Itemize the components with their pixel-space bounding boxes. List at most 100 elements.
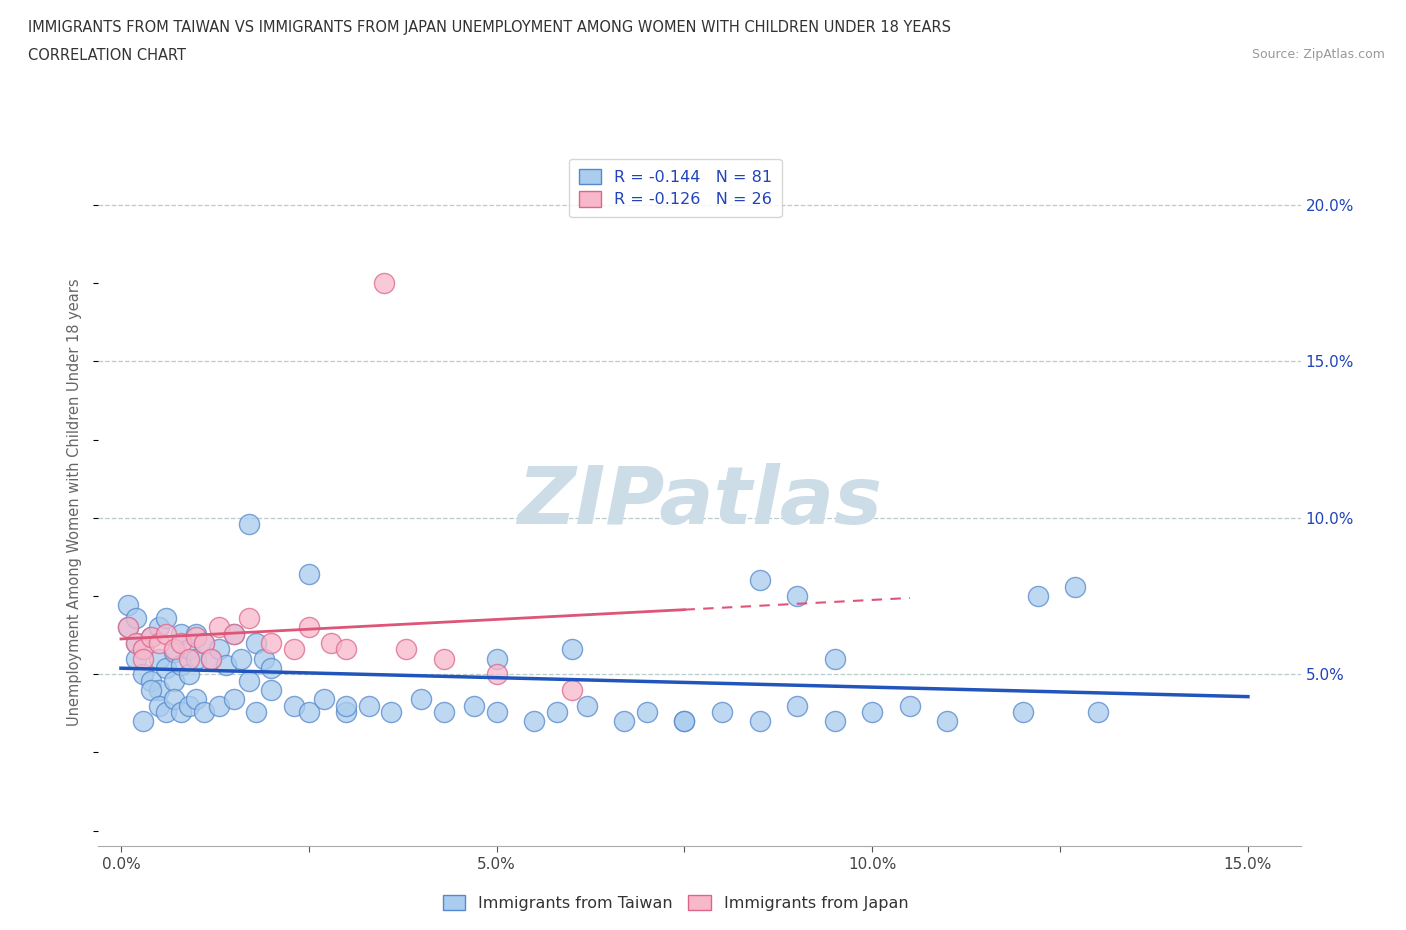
Point — [200, 651, 222, 666]
Point — [184, 626, 207, 641]
Point — [132, 651, 155, 666]
Point — [298, 704, 321, 719]
Point — [238, 673, 260, 688]
Point — [200, 651, 222, 666]
Legend: Immigrants from Taiwan, Immigrants from Japan: Immigrants from Taiwan, Immigrants from … — [436, 888, 914, 918]
Point — [148, 620, 170, 635]
Point — [485, 667, 508, 682]
Point — [170, 626, 193, 641]
Point — [139, 683, 162, 698]
Point — [245, 635, 267, 650]
Point — [561, 683, 583, 698]
Point — [748, 713, 770, 728]
Point — [231, 651, 253, 666]
Text: CORRELATION CHART: CORRELATION CHART — [28, 48, 186, 63]
Point — [898, 698, 921, 713]
Point — [125, 635, 148, 650]
Point — [613, 713, 636, 728]
Point — [786, 589, 808, 604]
Point — [711, 704, 734, 719]
Point — [155, 704, 177, 719]
Point — [177, 667, 200, 682]
Point — [673, 713, 696, 728]
Point — [215, 658, 238, 672]
Point — [208, 698, 231, 713]
Point — [335, 642, 357, 657]
Point — [170, 658, 193, 672]
Text: ZIPatlas: ZIPatlas — [517, 463, 882, 541]
Point — [184, 692, 207, 707]
Point — [283, 698, 305, 713]
Point — [162, 644, 184, 659]
Point — [117, 620, 139, 635]
Point — [193, 635, 215, 650]
Point — [312, 692, 335, 707]
Point — [222, 626, 245, 641]
Text: IMMIGRANTS FROM TAIWAN VS IMMIGRANTS FROM JAPAN UNEMPLOYMENT AMONG WOMEN WITH CH: IMMIGRANTS FROM TAIWAN VS IMMIGRANTS FRO… — [28, 20, 950, 35]
Point — [395, 642, 418, 657]
Point — [162, 673, 184, 688]
Point — [1026, 589, 1049, 604]
Point — [936, 713, 959, 728]
Point — [162, 642, 184, 657]
Point — [125, 651, 148, 666]
Point — [673, 713, 696, 728]
Point — [260, 635, 283, 650]
Point — [139, 630, 162, 644]
Point — [155, 610, 177, 625]
Point — [132, 667, 155, 682]
Point — [1087, 704, 1109, 719]
Point — [485, 651, 508, 666]
Point — [238, 610, 260, 625]
Point — [177, 698, 200, 713]
Point — [184, 630, 207, 644]
Point — [132, 642, 155, 657]
Point — [148, 683, 170, 698]
Point — [335, 698, 357, 713]
Point — [523, 713, 546, 728]
Point — [184, 651, 207, 666]
Point — [245, 704, 267, 719]
Point — [636, 704, 658, 719]
Point — [748, 573, 770, 588]
Text: Source: ZipAtlas.com: Source: ZipAtlas.com — [1251, 48, 1385, 61]
Point — [298, 620, 321, 635]
Point — [148, 698, 170, 713]
Point — [1011, 704, 1033, 719]
Point — [283, 642, 305, 657]
Point — [411, 692, 433, 707]
Point — [380, 704, 402, 719]
Point — [177, 642, 200, 657]
Point — [117, 620, 139, 635]
Point — [208, 620, 231, 635]
Point — [1064, 579, 1087, 594]
Point — [222, 626, 245, 641]
Point — [238, 517, 260, 532]
Point — [824, 651, 846, 666]
Point — [132, 642, 155, 657]
Point — [125, 635, 148, 650]
Point — [170, 635, 193, 650]
Y-axis label: Unemployment Among Women with Children Under 18 years: Unemployment Among Women with Children U… — [67, 278, 83, 726]
Point — [139, 630, 162, 644]
Point — [357, 698, 380, 713]
Point — [125, 610, 148, 625]
Point — [463, 698, 485, 713]
Point — [373, 276, 395, 291]
Point — [298, 566, 321, 581]
Point — [162, 692, 184, 707]
Point — [260, 683, 283, 698]
Point — [433, 651, 456, 666]
Point — [193, 635, 215, 650]
Point — [155, 660, 177, 675]
Point — [253, 651, 276, 666]
Point — [155, 626, 177, 641]
Point — [786, 698, 808, 713]
Point — [321, 635, 343, 650]
Point — [546, 704, 568, 719]
Point — [335, 704, 357, 719]
Point — [139, 673, 162, 688]
Point — [148, 651, 170, 666]
Point — [117, 598, 139, 613]
Point — [433, 704, 456, 719]
